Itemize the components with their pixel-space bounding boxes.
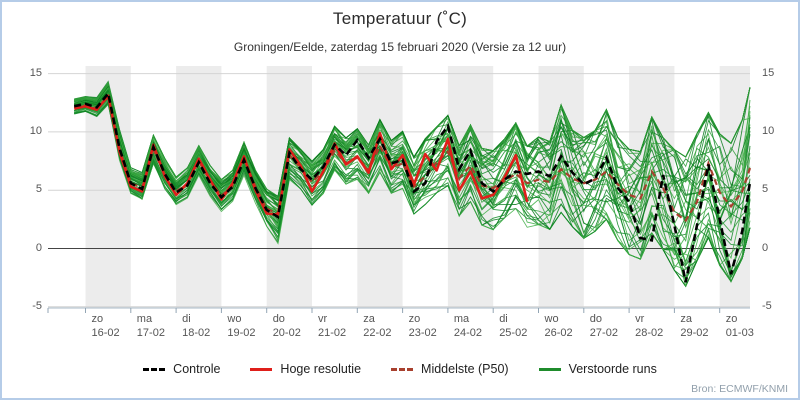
x-axis-day-label-19-02: wo 19-02 <box>227 312 255 340</box>
date-label: 16-02 <box>91 327 120 339</box>
legend-item-hoge-resolutie: Hoge resolutie <box>250 362 361 376</box>
ensemble-member-line <box>74 101 751 283</box>
legend-item-controle: Controle <box>143 362 220 376</box>
day-band-do-20-02 <box>266 66 312 308</box>
legend-label-middelste-p50: Middelste (P50) <box>421 362 509 376</box>
y-axis-label-right-10: 10 <box>762 124 775 137</box>
y-axis-label-right-5: 5 <box>762 183 769 196</box>
y-axis-label-left--5: -5 <box>32 299 42 312</box>
legend-marker-verstoorde-runs <box>538 367 561 371</box>
weekday-label: vr <box>635 313 645 325</box>
x-axis-day-label-18-02: di 18-02 <box>182 312 210 340</box>
x-axis-day-label-24-02: ma 24-02 <box>454 312 482 340</box>
weekday-label: wo <box>544 313 559 325</box>
legend-label-verstoorde-runs: Verstoorde runs <box>568 362 657 376</box>
date-label: 17-02 <box>136 327 165 339</box>
ensemble-member-line <box>74 98 751 267</box>
weekday-label: ma <box>453 313 470 325</box>
y-axis-label-right-0: 0 <box>762 241 769 254</box>
chart-title: Temperatuur (˚C) <box>332 9 468 28</box>
x-axis-day-label-28-02: vr 28-02 <box>635 312 663 340</box>
weekday-label: do <box>589 313 603 325</box>
weekday-label: do <box>272 313 285 325</box>
date-label: 01-03 <box>725 327 754 339</box>
date-label: 29-02 <box>680 327 709 339</box>
legend-marker-middelste-p50 <box>391 367 414 371</box>
date-label: 27-02 <box>589 327 618 339</box>
weekday-label: di <box>499 313 508 325</box>
ensemble-member-line <box>74 87 751 210</box>
date-label: 21-02 <box>318 327 347 339</box>
ensemble-member-line <box>74 102 751 269</box>
ensemble-member-line <box>74 97 751 283</box>
legend-item-middelste-p50: Middelste (P50) <box>391 362 509 376</box>
date-label: 22-02 <box>363 327 392 339</box>
date-label: 26-02 <box>544 327 573 339</box>
legend-item-verstoorde-runs: Verstoorde runs <box>538 362 657 376</box>
date-label: 20-02 <box>272 327 301 339</box>
weekday-label: za <box>680 313 693 325</box>
weekday-label: ma <box>136 313 153 325</box>
x-axis-day-label-25-02: di 25-02 <box>499 312 527 340</box>
source-credit: Bron: ECMWF/KNMI <box>691 383 788 395</box>
x-axis-day-label-16-02: zo 16-02 <box>92 312 120 340</box>
date-label: 23-02 <box>408 327 437 339</box>
weekday-label: zo <box>408 313 421 325</box>
legend-label-hoge-resolutie: Hoge resolutie <box>280 362 362 376</box>
x-axis-day-label-22-02: za 22-02 <box>363 312 391 340</box>
control-line <box>73 90 752 283</box>
y-axis-label-left-5: 5 <box>35 183 42 196</box>
date-label: 24-02 <box>453 327 483 339</box>
weekday-label: di <box>182 313 191 325</box>
x-axis-day-label-20-02: do 20-02 <box>273 312 301 340</box>
legend-marker-controle <box>143 367 166 371</box>
x-axis-day-label-27-02: do 27-02 <box>590 312 618 340</box>
weekday-label: za <box>363 313 375 325</box>
weekday-label: zo <box>91 313 104 325</box>
weekday-label: vr <box>318 313 328 325</box>
y-axis-label-right--5: -5 <box>762 299 772 312</box>
x-axis-day-label-17-02: ma 17-02 <box>137 312 165 340</box>
y-axis-label-left-10: 10 <box>29 124 42 137</box>
y-axis-label-right-15: 15 <box>762 66 775 79</box>
weekday-label: zo <box>725 313 738 325</box>
legend-label-controle: Controle <box>173 362 221 376</box>
x-axis-day-label-23-02: zo 23-02 <box>409 312 437 340</box>
legend-marker-hoge-resolutie <box>250 367 273 371</box>
chart-legend: Controle Hoge resolutie Middelste (P50) Ver… <box>2 362 798 376</box>
date-label: 19-02 <box>227 327 256 339</box>
y-axis-label-left-15: 15 <box>29 66 42 79</box>
chart-subtitle: Groningen/Eelde, zaterdag 15 februari 20… <box>233 40 567 54</box>
date-label: 25-02 <box>499 327 528 339</box>
x-axis-day-label-21-02: vr 21-02 <box>318 312 346 340</box>
y-axis-label-left-0: 0 <box>35 241 42 254</box>
x-axis-day-label-26-02: wo 26-02 <box>545 312 573 340</box>
date-label: 18-02 <box>182 327 211 339</box>
x-axis-day-label-01-03: zo 01-03 <box>726 312 754 340</box>
weekday-label: wo <box>227 313 242 325</box>
x-axis-day-label-29-02: za 29-02 <box>680 312 708 340</box>
date-label: 28-02 <box>635 327 664 339</box>
